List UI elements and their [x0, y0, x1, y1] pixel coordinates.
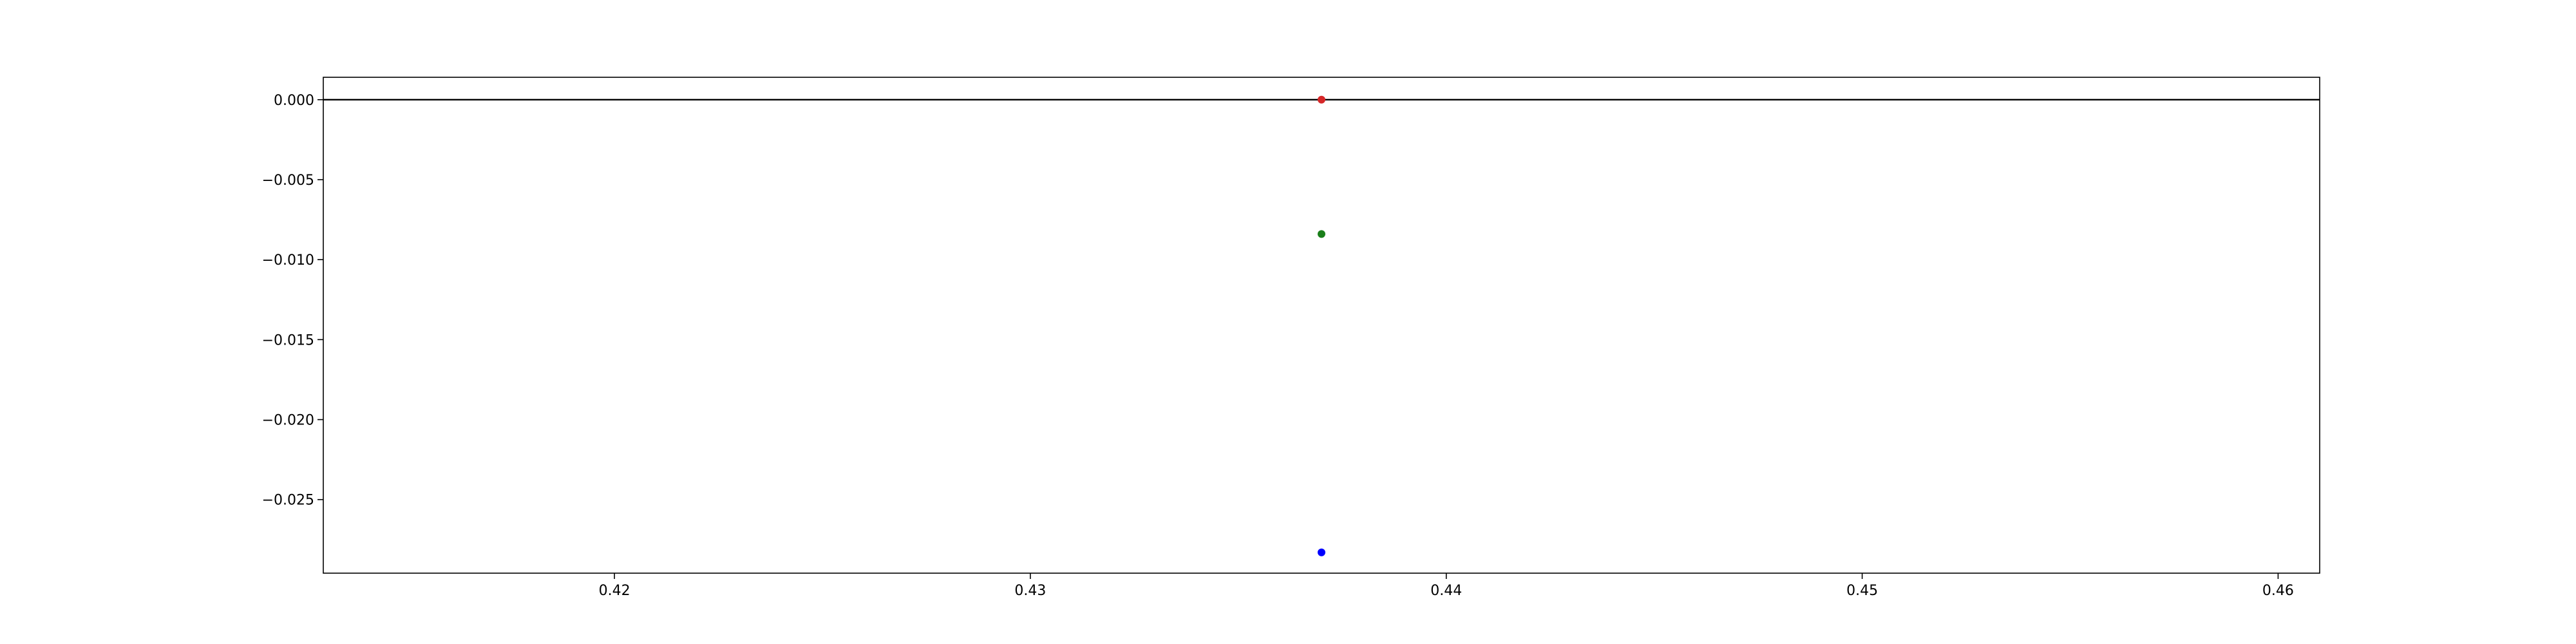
y-tick-label: −0.025 — [262, 493, 314, 509]
x-tick-label: 0.46 — [2262, 583, 2294, 599]
x-tick-label: 0.45 — [1846, 583, 1878, 599]
x-tick-label: 0.42 — [599, 583, 630, 599]
data-point — [1318, 230, 1325, 238]
y-tick-label: −0.005 — [262, 173, 314, 189]
axes-frame — [323, 77, 2320, 574]
data-points — [1318, 95, 1325, 556]
data-point — [1318, 548, 1325, 556]
x-tick-label: 0.44 — [1430, 583, 1462, 599]
x-axis: 0.42 0.43 0.44 0.45 0.46 — [599, 573, 2294, 599]
y-tick-label: −0.010 — [262, 252, 314, 269]
y-tick-label: −0.015 — [262, 332, 314, 348]
data-point — [1318, 95, 1325, 104]
x-tick-label: 0.43 — [1014, 583, 1046, 599]
plot-area — [323, 77, 2320, 574]
y-tick-label: −0.020 — [262, 413, 314, 429]
y-tick-label: 0.000 — [274, 93, 314, 109]
y-axis: 0.000 −0.005 −0.010 −0.015 −0.020 −0.025 — [262, 93, 323, 509]
